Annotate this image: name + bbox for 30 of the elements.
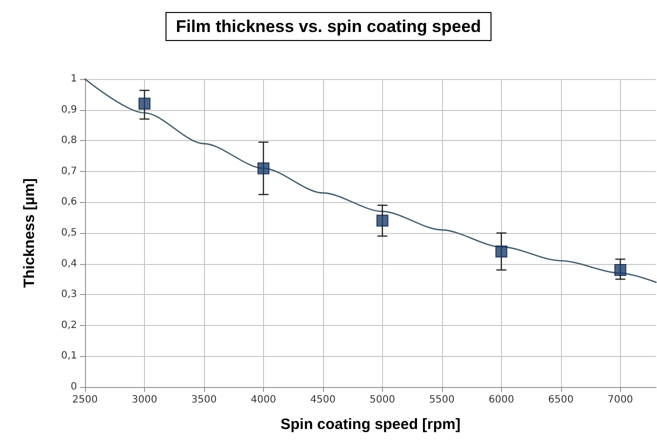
- x-tick-label: 6500: [548, 394, 574, 406]
- y-tick-label: 0,2: [61, 320, 77, 331]
- x-tick-label: 6000: [488, 394, 514, 406]
- x-tick-label: 5000: [370, 394, 396, 406]
- y-tick-label: 0,5: [61, 228, 77, 238]
- y-tick-label: 0,4: [61, 258, 77, 270]
- y-tick-label: 0,7: [61, 166, 77, 177]
- y-tick-label: 0,1: [61, 350, 77, 362]
- x-tick-label: 7000: [608, 394, 634, 406]
- y-tick-label: 0,6: [61, 196, 77, 208]
- x-tick-label: 4500: [310, 394, 336, 406]
- chart-title: Film thickness vs. spin coating speed: [176, 17, 482, 36]
- line-series: [84, 78, 657, 283]
- y-tick-label: 0,9: [61, 104, 77, 116]
- x-tick-label: 3000: [132, 394, 158, 406]
- y-tick-label: 0: [70, 382, 77, 392]
- x-axis-title: Spin coating speed [rpm]: [280, 416, 461, 433]
- y-axis-title: Thickness [µm]: [21, 178, 38, 288]
- x-tick-label: 3500: [191, 394, 217, 406]
- point: [614, 264, 626, 276]
- x-tick-label: 4000: [250, 394, 276, 406]
- point: [138, 98, 150, 110]
- y-tick-label: 0,3: [61, 289, 77, 300]
- point: [495, 245, 508, 258]
- y-tick-label: 1: [70, 74, 77, 84]
- point: [376, 214, 388, 227]
- point: [257, 162, 270, 174]
- y-tick-label: 0,8: [61, 135, 77, 146]
- x-tick-label: 5500: [429, 394, 455, 406]
- x-tick-label: 2500: [72, 394, 98, 406]
